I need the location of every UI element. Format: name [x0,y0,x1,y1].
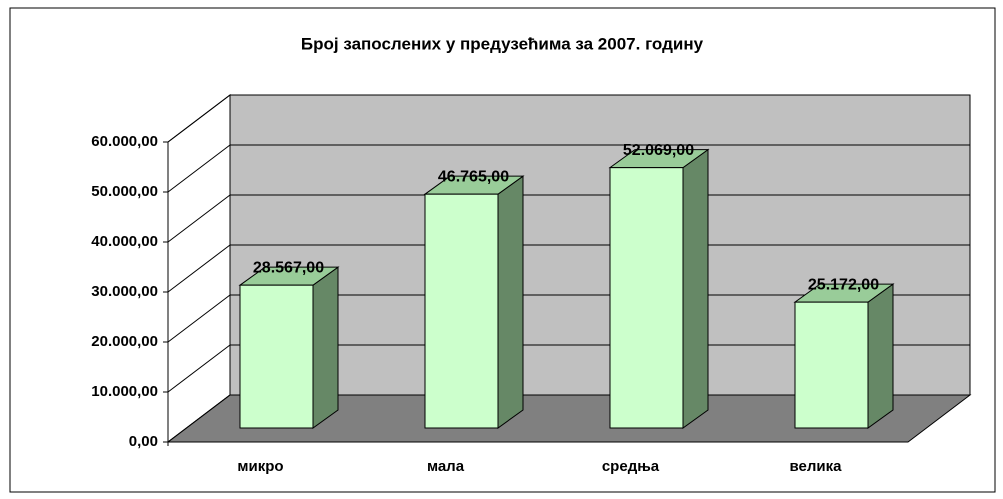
bar-side [497,175,524,429]
y-tick-label: 50.000,00 [91,183,158,200]
grid-line [167,194,231,243]
grid-line [167,144,231,193]
y-tick-label: 60.000,00 [91,133,158,150]
bar [609,167,684,429]
bar [794,301,869,429]
y-tick-label: 0,00 [129,433,158,450]
y-tick-label: 20.000,00 [91,333,158,350]
data-label: 52.069,00 [623,142,694,159]
grid-line [167,394,231,443]
grid-line [167,244,231,293]
y-tick-label: 10.000,00 [91,383,158,400]
bar [424,193,499,429]
x-tick-label: микро [237,458,283,475]
bar [239,284,314,429]
bar-side [867,283,894,429]
data-label: 25.172,00 [808,276,879,293]
grid-line [167,344,231,393]
bar-side [682,148,709,429]
data-label: 46.765,00 [438,168,509,185]
grid-line [167,94,231,143]
x-tick-label: средња [602,458,660,475]
data-label: 28.567,00 [253,259,324,276]
x-tick-label: мала [427,458,465,475]
grid-line [167,294,231,343]
y-tick-label: 40.000,00 [91,233,158,250]
chart-title: Број запослених у предузећима за 2007. г… [301,34,704,53]
x-tick-label: велика [790,458,843,475]
y-tick-label: 30.000,00 [91,283,158,300]
bar-side [312,266,339,429]
